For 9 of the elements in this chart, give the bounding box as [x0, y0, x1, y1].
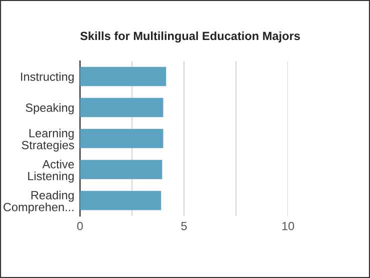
x-tick-label: 0 [77, 222, 83, 230]
y-tick-label: Active Listening [28, 160, 74, 183]
y-tick-label: Learning Strategies [22, 128, 74, 152]
y-tick-label: Reading Comprehen... [4, 190, 74, 214]
x-tick-label: 10 [282, 222, 294, 230]
x-tick-label: 5 [181, 222, 187, 230]
chart-title: Skills for Multilingual Education Majors [80, 31, 300, 42]
y-tick-label: Speaking [26, 103, 74, 114]
y-tick-label: Instructing [21, 72, 74, 84]
